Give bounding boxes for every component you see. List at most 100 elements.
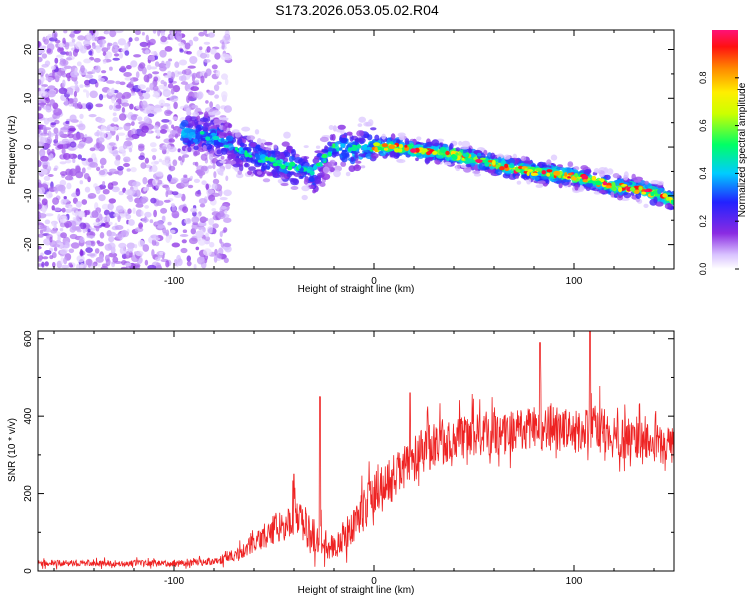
noise-mark [125, 251, 130, 258]
noise-mark [198, 46, 203, 51]
noise-mark [72, 158, 76, 164]
noise-mark [191, 223, 199, 230]
noise-mark [102, 189, 110, 195]
figure-title: S173.2026.053.05.02.R04 [275, 2, 439, 18]
noise-mark [41, 53, 48, 59]
noise-mark [191, 72, 197, 79]
noise-mark [65, 168, 72, 176]
noise-mark [205, 100, 209, 104]
noise-mark [212, 223, 219, 229]
noise-mark [64, 98, 69, 107]
noise-mark [73, 91, 77, 98]
ridge-core-mark [524, 168, 528, 172]
ridge-mark [354, 152, 359, 158]
noise-mark [99, 157, 107, 166]
noise-mark [108, 252, 118, 258]
noise-mark [61, 148, 66, 155]
ridge-core-mark [527, 169, 533, 172]
ridge-mark [585, 182, 594, 188]
ridge-core-mark [479, 157, 486, 160]
noise-mark [38, 160, 42, 168]
noise-mark [41, 198, 48, 206]
noise-mark [95, 45, 102, 54]
ridge-core-mark [268, 157, 275, 162]
noise-mark [109, 66, 113, 71]
noise-mark [216, 168, 225, 174]
noise-mark [38, 41, 41, 48]
noise-mark [223, 189, 232, 197]
noise-mark [138, 155, 145, 161]
noise-mark [154, 160, 160, 165]
ridge-core-mark [316, 162, 321, 167]
ridge-mark [298, 175, 304, 180]
noise-mark [142, 177, 148, 185]
noise-mark [119, 81, 126, 86]
noise-mark [99, 254, 104, 261]
ridge-core-mark [546, 172, 551, 177]
noise-mark [118, 191, 124, 196]
ridge-mark [535, 184, 543, 189]
ridge-mark [277, 179, 283, 184]
ridge-core-mark [594, 180, 602, 186]
noise-mark [85, 240, 92, 249]
noise-mark [179, 234, 189, 237]
ridge-mark [187, 140, 192, 148]
ridge-core-mark [634, 189, 640, 194]
ridge-core-mark [287, 165, 293, 171]
noise-mark [199, 203, 206, 208]
ridge-mark [192, 111, 200, 117]
ridge-core-mark [487, 160, 494, 163]
noise-mark [44, 213, 54, 217]
noise-mark [65, 57, 73, 61]
noise-mark [118, 113, 127, 121]
noise-mark [86, 90, 90, 99]
noise-mark [159, 65, 167, 72]
noise-mark [152, 155, 157, 161]
snr-xtick-label: 100 [566, 576, 583, 587]
noise-mark [88, 114, 97, 118]
ridge-core-mark [602, 181, 608, 186]
noise-mark [40, 86, 46, 92]
ridge-core-mark [514, 166, 519, 172]
noise-mark [141, 31, 145, 36]
ridge-core-mark [327, 151, 332, 157]
noise-mark [206, 46, 211, 53]
noise-mark [85, 102, 94, 110]
noise-mark [87, 259, 92, 268]
ridge-core-mark [574, 173, 579, 178]
noise-mark [104, 54, 108, 60]
ridge-core-mark [666, 196, 670, 201]
noise-mark [216, 253, 223, 259]
noise-mark [207, 226, 214, 234]
noise-mark [108, 104, 114, 110]
ridge-mark [337, 124, 346, 130]
noise-mark [73, 97, 78, 104]
noise-mark [151, 164, 158, 173]
noise-mark [40, 104, 44, 108]
noise-mark [50, 122, 57, 126]
noise-mark [158, 63, 166, 68]
noise-mark [76, 61, 82, 67]
noise-mark [43, 38, 49, 45]
noise-mark [193, 263, 197, 269]
noise-mark [97, 36, 106, 40]
noise-mark [63, 30, 68, 34]
noise-mark [171, 203, 175, 208]
noise-mark [76, 215, 80, 222]
noise-mark [172, 116, 179, 121]
noise-mark [53, 246, 58, 252]
ridge-mark [460, 146, 470, 150]
ridge-core-mark [306, 168, 311, 173]
ridge-mark [598, 189, 606, 194]
noise-mark [149, 66, 158, 70]
noise-mark [130, 77, 134, 85]
noise-mark [109, 125, 118, 132]
noise-mark [111, 146, 118, 150]
noise-mark [66, 182, 72, 190]
noise-mark [178, 42, 185, 47]
ridge-mark [293, 172, 302, 177]
noise-mark [125, 214, 132, 220]
noise-mark [180, 81, 188, 85]
ridge-mark [340, 161, 347, 167]
